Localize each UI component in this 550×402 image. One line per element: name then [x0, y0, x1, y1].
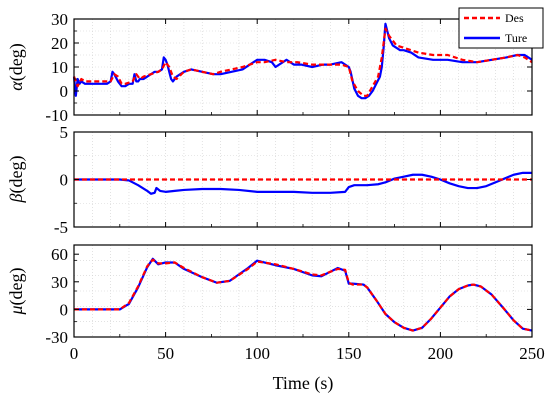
y-tick-label: -10	[45, 106, 68, 125]
gridlines	[74, 245, 532, 337]
legend-box	[458, 7, 544, 49]
x-tick-label: 100	[244, 344, 270, 363]
y-axis-unit: (deg)	[6, 156, 27, 194]
x-tick-label: 150	[336, 344, 362, 363]
x-tick-label: 250	[519, 344, 545, 363]
panel-alpha: -10 0 10 20 30 α(deg) Des Ture	[6, 7, 544, 125]
panel-beta: -5 0 5 β(deg)	[6, 123, 533, 237]
y-axis-title: β(deg)	[6, 156, 27, 204]
y-axis-title: α(deg)	[6, 43, 27, 90]
legend-label-ture: Ture	[505, 31, 527, 45]
y-tick-label: -5	[54, 218, 68, 237]
series-line-des	[72, 27, 533, 97]
series-layer	[72, 22, 533, 100]
y-tick-label: 5	[60, 123, 69, 142]
y-axis-title: μ(deg)	[6, 267, 27, 315]
y-tick-label: 30	[51, 273, 68, 292]
x-axis-title: Time (s)	[273, 373, 334, 394]
y-axis-symbol: μ	[6, 305, 26, 315]
series-line-des	[74, 258, 533, 332]
series-layer	[74, 171, 532, 195]
legend-label-des: Des	[505, 11, 524, 25]
y-tick-label: 0	[60, 300, 69, 319]
series-layer	[74, 257, 533, 332]
y-tick-label: 30	[51, 10, 68, 29]
y-tick-label: 0	[60, 171, 69, 190]
y-tick-label: -30	[45, 328, 68, 347]
y-tick-label: 10	[51, 58, 68, 77]
y-axis-unit: (deg)	[6, 43, 27, 81]
x-tick-label: 200	[428, 344, 454, 363]
y-axis-symbol: β	[6, 193, 26, 203]
y-tick-label: 20	[51, 34, 68, 53]
series-line-ture	[72, 22, 533, 100]
y-tick-label: 60	[51, 245, 68, 264]
y-tick-label: 0	[60, 82, 69, 101]
tick-layer: -5 0 5	[54, 123, 533, 237]
y-axis-symbol: α	[6, 81, 26, 91]
x-tick-label: 0	[70, 344, 79, 363]
x-tick-label: 50	[157, 344, 174, 363]
legend: Des Ture	[458, 7, 544, 49]
y-axis-unit: (deg)	[6, 267, 27, 305]
series-line-ture	[74, 171, 532, 195]
